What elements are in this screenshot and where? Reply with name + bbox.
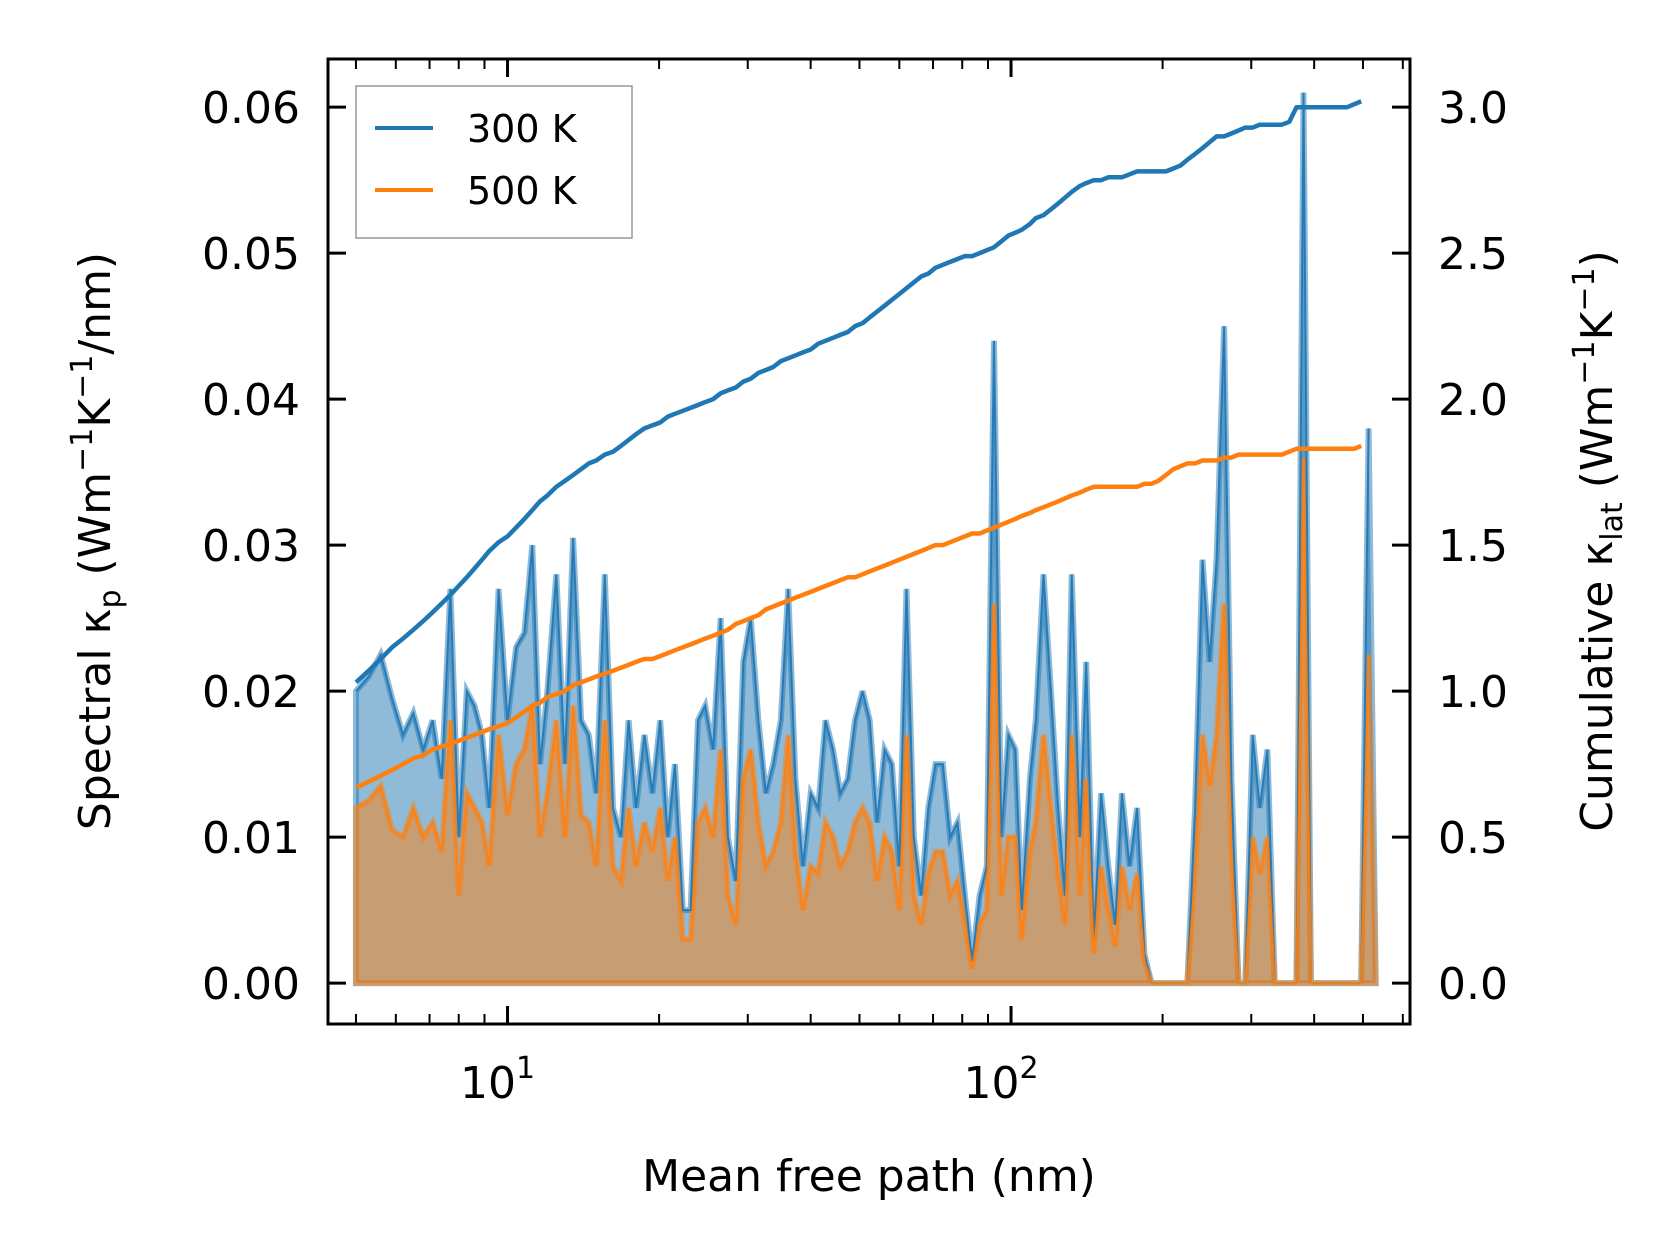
left-y-tick-label: 0.05	[202, 229, 300, 280]
right-y-tick-label: 1.0	[1438, 667, 1508, 718]
x-axis-label: Mean free path (nm)	[642, 1151, 1096, 1202]
left-y-tick-labels: 0.00 0.01 0.02 0.03 0.04 0.05 0.06	[202, 83, 300, 1010]
spectral-lines	[355, 92, 1370, 985]
legend-label-300k: 300 K	[467, 107, 578, 151]
cumulative-line-500k	[355, 443, 1363, 790]
legend-label-500k: 500 K	[467, 169, 578, 213]
right-y-tick-label: 1.5	[1438, 521, 1508, 572]
cumulative-line-300k	[354, 99, 1363, 685]
left-y-tick-label: 0.00	[202, 959, 300, 1010]
right-y-tick-label: 2.0	[1438, 375, 1508, 426]
x-tick-label: 101	[460, 1051, 535, 1109]
spectral-line-300k	[355, 92, 1370, 985]
left-y-tick-label: 0.06	[202, 83, 300, 134]
right-y-axis-label: Cumulative κlat (Wm−1K−1)	[1567, 250, 1630, 832]
right-y-tick-label: 3.0	[1438, 83, 1508, 134]
plot-frame	[326, 57, 1412, 1026]
cumulative-lines	[354, 99, 1363, 790]
x-tick-label: 102	[963, 1051, 1038, 1109]
left-y-tick-label: 0.03	[202, 521, 300, 572]
left-y-tick-label: 0.02	[202, 667, 300, 718]
right-y-tick-labels: 0.0 0.5 1.0 1.5 2.0 2.5 3.0	[1438, 83, 1508, 1010]
left-y-tick-label: 0.04	[202, 375, 300, 426]
x-tick-labels: 101 102	[460, 1051, 1039, 1109]
left-y-tick-label: 0.01	[202, 813, 300, 864]
axis-ticks	[328, 59, 1410, 1024]
right-y-tick-label: 0.5	[1438, 813, 1508, 864]
legend-box	[355, 85, 633, 239]
spectral-line-500k	[355, 457, 1370, 985]
left-y-axis-label: Spectral κp (Wm−1K−1/nm)	[65, 252, 128, 830]
right-y-tick-label: 2.5	[1438, 229, 1508, 280]
right-y-tick-label: 0.0	[1438, 959, 1508, 1010]
legend: 300 K 500 K	[355, 85, 633, 239]
